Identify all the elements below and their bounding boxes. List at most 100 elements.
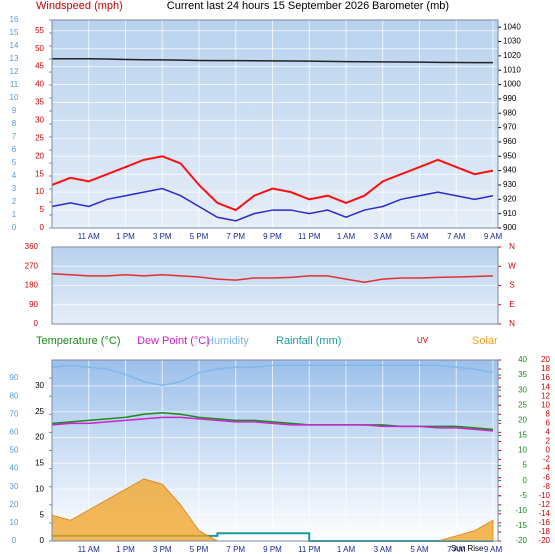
tick-label: 2 <box>12 197 17 206</box>
tick-label: 1030 <box>503 37 521 46</box>
tick-label: 70 <box>10 409 19 418</box>
tick-label: -16 <box>538 518 550 527</box>
tick-label: 15 <box>10 28 19 37</box>
x-tick-label: 11 AM <box>78 232 100 241</box>
tick-label: 15 <box>35 459 44 468</box>
tick-label: 4 <box>12 171 17 180</box>
plot-frame <box>51 246 499 325</box>
tick-label: 60 <box>10 428 19 437</box>
tick-label: 6 <box>546 418 551 427</box>
tick-label: 10 <box>35 187 44 196</box>
x-tick-label: 11 AM <box>78 545 100 554</box>
tick-label: 30 <box>518 385 527 394</box>
tick-label: 15 <box>35 169 44 178</box>
tick-label: 9 <box>12 106 17 115</box>
tick-label: 30 <box>10 482 19 491</box>
tick-label: 50 <box>35 44 44 53</box>
tick-label: 15 <box>518 431 527 440</box>
tick-label: 20 <box>35 151 44 160</box>
tick-label: 8 <box>546 409 551 418</box>
tick-label: 980 <box>503 108 517 117</box>
tick-label: 20 <box>541 355 550 364</box>
tick-label: 14 <box>541 382 550 391</box>
x-tick-label: 7 AM <box>447 545 466 554</box>
tick-label: 0 <box>34 319 39 328</box>
tick-label: 10 <box>10 518 19 527</box>
tick-label: 270 <box>25 261 39 270</box>
chart-title: Current last 24 hours 15 September 2026 <box>167 0 369 12</box>
tick-label: 20 <box>518 415 527 424</box>
tick-label: 16 <box>541 373 550 382</box>
x-tick-label: 3 AM <box>374 232 393 241</box>
x-tick-label: 11 PM <box>298 232 321 241</box>
x-tick-label: 5 PM <box>190 232 209 241</box>
tick-label: 0 <box>40 536 45 545</box>
x-tick-label: 11 PM <box>298 545 321 554</box>
tick-label: -10 <box>538 491 550 500</box>
tick-label: 960 <box>503 137 517 146</box>
x-tick-label: 5 PM <box>190 545 209 554</box>
tick-label: 40 <box>518 355 527 364</box>
x-tick-label: 1 PM <box>116 545 135 554</box>
tick-label: 6 <box>12 145 17 154</box>
tick-label: 1000 <box>503 80 521 89</box>
tick-label: 12 <box>541 391 550 400</box>
tick-label: -12 <box>538 500 550 509</box>
tick-label: 90 <box>10 373 19 382</box>
tick-label: -8 <box>543 482 551 491</box>
series-header: Humidity <box>206 335 249 347</box>
tick-label: 10 <box>518 446 527 455</box>
series-header: Temperature (°C) <box>36 335 120 347</box>
tick-label: -20 <box>515 536 527 545</box>
tick-label: 80 <box>10 391 19 400</box>
x-tick-label: 1 AM <box>337 232 356 241</box>
tick-label: 1 <box>12 210 17 219</box>
tick-label: N <box>509 319 515 328</box>
x-tick-label: 5 AM <box>410 545 429 554</box>
series-header: Solar <box>472 335 498 347</box>
x-tick-label: 9 AM <box>484 545 503 554</box>
series-line <box>51 187 494 222</box>
tick-label: 7 <box>12 132 17 141</box>
tick-label: 1020 <box>503 51 521 60</box>
x-tick-label: 7 PM <box>226 545 245 554</box>
tick-label: 0 <box>40 223 45 232</box>
tick-label: 180 <box>25 281 39 290</box>
tick-label: 30 <box>35 381 44 390</box>
series-line <box>51 416 494 432</box>
tick-label: 1040 <box>503 22 521 31</box>
tick-label: -6 <box>543 473 551 482</box>
tick-label: -2 <box>543 455 551 464</box>
tick-label: 3 <box>12 184 17 193</box>
x-tick-label: 3 AM <box>374 545 393 554</box>
annotation: Sun Rise <box>451 544 484 553</box>
annotation: UV <box>417 336 429 345</box>
tick-label: 8 <box>12 119 17 128</box>
tick-label: 10 <box>10 93 19 102</box>
axis-title: Windspeed (mph) <box>36 0 123 12</box>
tick-label: 5 <box>12 158 17 167</box>
tick-label: 0 <box>12 536 17 545</box>
tick-label: 4 <box>546 428 551 437</box>
tick-label: 970 <box>503 123 517 132</box>
tick-label: 0 <box>12 223 17 232</box>
x-tick-label: 1 AM <box>337 545 356 554</box>
tick-label: -10 <box>515 506 527 515</box>
tick-label: N <box>509 242 515 251</box>
tick-label: 90 <box>29 300 38 309</box>
tick-label: 50 <box>10 446 19 455</box>
tick-label: 25 <box>518 400 527 409</box>
tick-label: 920 <box>503 194 517 203</box>
tick-label: -15 <box>515 521 527 530</box>
x-tick-label: 9 AM <box>484 232 503 241</box>
tick-label: 990 <box>503 94 517 103</box>
series-line <box>51 364 494 387</box>
tick-label: -4 <box>543 464 551 473</box>
tick-label: 20 <box>35 433 44 442</box>
x-tick-label: 1 PM <box>116 232 135 241</box>
x-tick-label: 7 AM <box>447 232 466 241</box>
x-tick-label: 9 PM <box>263 545 282 554</box>
tick-label: 35 <box>518 370 527 379</box>
tick-label: 900 <box>503 223 517 232</box>
series-line <box>51 272 494 284</box>
